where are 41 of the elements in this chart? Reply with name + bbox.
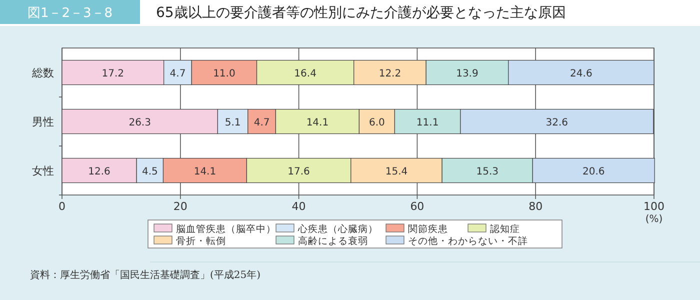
legend-label: 高齢による衰弱 xyxy=(298,235,368,247)
legend-label: 心疾患（心臓病） xyxy=(297,223,378,235)
x-tick-label: 0 xyxy=(58,200,66,213)
data-label: 14.1 xyxy=(194,166,216,178)
data-label: 13.9 xyxy=(456,68,478,80)
data-label: 4.7 xyxy=(170,68,186,80)
x-tick-label: 60 xyxy=(410,200,424,213)
y-tick-label: 男性 xyxy=(32,116,54,128)
data-label: 17.2 xyxy=(102,68,124,80)
legend-label: 脳血管疾患（脳卒中） xyxy=(176,223,276,235)
x-tick-label: 80 xyxy=(528,200,543,213)
chart-title: 65歳以上の要介護者等の性別にみた介護が必要となった主な原因 xyxy=(156,5,566,21)
legend-label: 認知症 xyxy=(490,223,520,235)
data-label: 6.0 xyxy=(368,118,385,128)
text: 資料：厚生労働省「国民生活基礎調査」(平成25年) xyxy=(30,269,261,281)
data-label: 16.4 xyxy=(294,68,316,80)
data-label: 4.7 xyxy=(254,118,270,128)
x-tick-label: 40 xyxy=(292,200,306,213)
data-label: 32.6 xyxy=(546,118,568,128)
legend-label: 骨折・転倒 xyxy=(176,235,226,247)
data-label: 11.0 xyxy=(213,68,236,80)
data-label: 11.1 xyxy=(416,118,439,128)
data-label: 12.2 xyxy=(378,68,402,80)
data-label: 17.6 xyxy=(288,166,310,178)
legend-label: 関節疾患 xyxy=(408,223,448,235)
data-label: 26.3 xyxy=(128,118,151,128)
data-label: 15.3 xyxy=(476,166,498,178)
data-label: 20.6 xyxy=(582,166,605,178)
data-label: 4.5 xyxy=(142,166,158,178)
y-tick-label: 女性 xyxy=(32,164,54,178)
x-axis-title: (%) xyxy=(645,214,663,225)
legend-label: その他・わからない・不詳 xyxy=(408,235,528,247)
data-label: 24.6 xyxy=(570,68,592,80)
caption: 図1－2－3－8 xyxy=(27,6,113,21)
x-tick-label: 100 xyxy=(644,200,664,213)
x-tick-label: 20 xyxy=(173,200,188,213)
data-label: 5.1 xyxy=(224,118,241,128)
data-label: 14.1 xyxy=(306,118,329,128)
data-label: 12.6 xyxy=(88,166,110,178)
y-tick-label: 総数 xyxy=(31,66,54,80)
data-label: 15.4 xyxy=(385,166,408,178)
